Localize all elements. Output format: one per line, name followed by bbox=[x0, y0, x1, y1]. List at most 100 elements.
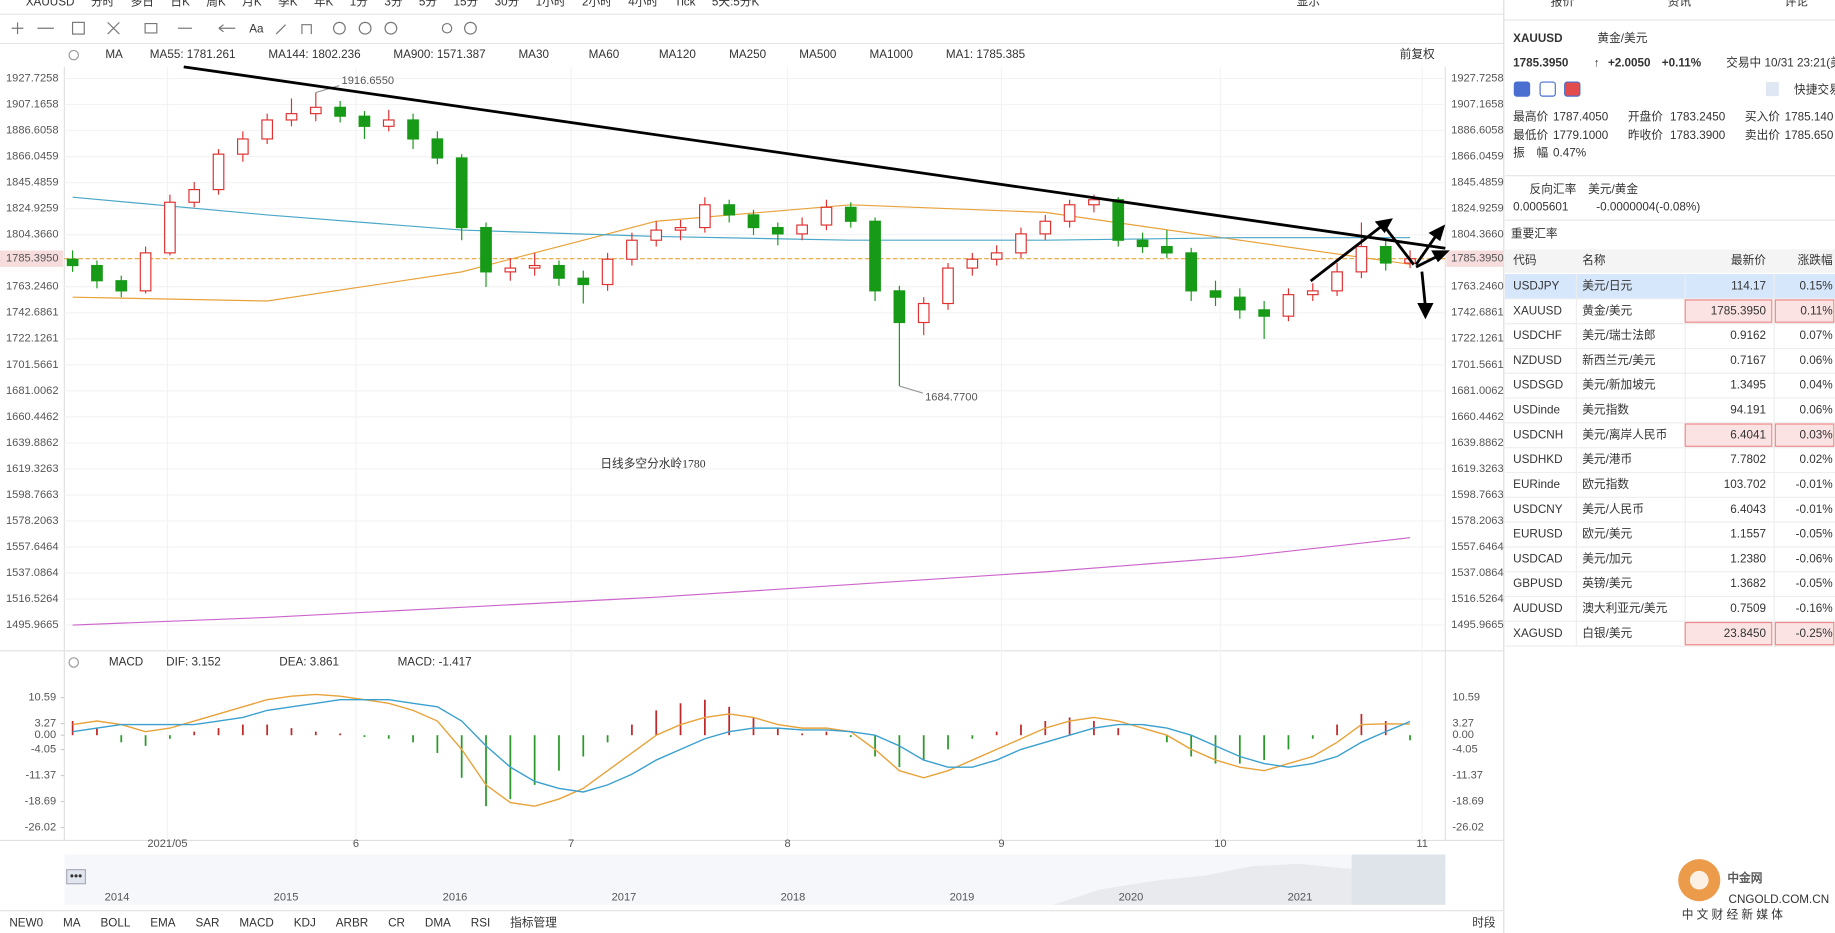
indicator-tab[interactable]: RSI bbox=[471, 917, 490, 930]
panel-tab[interactable]: 资讯 bbox=[1668, 0, 1692, 9]
table-cell[interactable]: USDCAD bbox=[1513, 552, 1562, 565]
toolbar-item[interactable]: 1小时 bbox=[536, 0, 566, 9]
table-cell[interactable]: 美元/离岸人民币 bbox=[1582, 427, 1667, 441]
toolbar-item[interactable]: 3分 bbox=[384, 0, 403, 9]
indicator-tab[interactable]: MACD bbox=[239, 917, 273, 930]
session-button[interactable]: 时段 bbox=[1472, 916, 1496, 930]
table-cell[interactable]: USDSGD bbox=[1513, 379, 1563, 392]
toolbar-item[interactable]: 多日 bbox=[131, 0, 154, 9]
panel-icon[interactable] bbox=[1539, 81, 1556, 97]
table-cell[interactable]: -0.01% bbox=[1796, 478, 1833, 491]
table-cell[interactable]: -0.01% bbox=[1796, 503, 1833, 516]
navigator-window[interactable] bbox=[1351, 854, 1446, 905]
table-cell[interactable]: USDCHF bbox=[1513, 329, 1562, 342]
table-cell[interactable]: AUDUSD bbox=[1513, 602, 1562, 615]
table-cell[interactable]: 0.07% bbox=[1800, 329, 1833, 342]
toolbar-item[interactable]: XAUUSD bbox=[26, 0, 75, 9]
toolbar-item[interactable]: 2小时 bbox=[582, 0, 612, 9]
table-cell[interactable]: 94.191 bbox=[1730, 404, 1766, 417]
toolbar-item[interactable]: 季K bbox=[278, 0, 298, 9]
table-cell[interactable]: 美元/日元 bbox=[1582, 278, 1632, 292]
table-cell[interactable]: USDHKD bbox=[1513, 453, 1562, 466]
table-cell[interactable]: 1.3682 bbox=[1730, 577, 1766, 590]
table-cell[interactable]: 美元/加元 bbox=[1582, 551, 1632, 565]
reverse-pair[interactable]: 美元/黄金 bbox=[1588, 182, 1638, 196]
toolbar-item[interactable]: 年K bbox=[314, 0, 334, 9]
table-cell[interactable]: 美元/瑞士法郎 bbox=[1582, 328, 1655, 342]
table-cell[interactable]: 0.11% bbox=[1800, 304, 1832, 317]
table-cell[interactable]: 美元/人民币 bbox=[1582, 502, 1644, 516]
indicator-tab[interactable]: KDJ bbox=[294, 917, 316, 930]
table-cell[interactable]: 6.4043 bbox=[1730, 503, 1766, 516]
table-cell[interactable]: -0.06% bbox=[1796, 552, 1833, 565]
table-cell[interactable]: 7.7802 bbox=[1730, 453, 1766, 466]
indicator-tab[interactable]: EMA bbox=[150, 917, 176, 930]
indicator-menu[interactable]: MA bbox=[105, 48, 123, 61]
table-cell[interactable]: 0.06% bbox=[1800, 404, 1833, 417]
table-cell[interactable]: 1.1557 bbox=[1730, 528, 1766, 541]
quick-trade-icon[interactable] bbox=[1765, 82, 1779, 97]
settings-icon[interactable] bbox=[68, 657, 79, 668]
table-cell[interactable]: EURinde bbox=[1513, 478, 1560, 491]
table-cell[interactable]: -0.25% bbox=[1796, 627, 1833, 640]
table-cell[interactable]: 0.9162 bbox=[1730, 329, 1766, 342]
toolbar-item[interactable]: 1分 bbox=[350, 0, 369, 9]
table-cell[interactable]: USDCNH bbox=[1513, 428, 1563, 441]
table-cell[interactable]: 美元/港币 bbox=[1582, 452, 1632, 466]
table-cell[interactable]: 0.02% bbox=[1800, 453, 1833, 466]
toolbar-item[interactable]: 周K bbox=[206, 0, 226, 9]
settings-icon[interactable] bbox=[68, 49, 79, 61]
table-cell[interactable]: EURUSD bbox=[1513, 528, 1562, 541]
table-cell[interactable]: 0.15% bbox=[1800, 279, 1833, 292]
table-cell[interactable]: 1785.3950 bbox=[1711, 304, 1767, 317]
table-cell[interactable]: 6.4041 bbox=[1730, 428, 1766, 441]
text-tool[interactable]: Aa bbox=[249, 22, 264, 35]
panel-icon[interactable] bbox=[1513, 81, 1531, 97]
toolbar-item[interactable]: 30分 bbox=[495, 0, 520, 9]
indicator-tab[interactable]: 指标管理 bbox=[510, 916, 557, 930]
toolbar-item[interactable]: Tick bbox=[674, 0, 695, 9]
table-cell[interactable]: 0.7509 bbox=[1730, 602, 1766, 615]
table-cell[interactable]: USDJPY bbox=[1513, 279, 1559, 292]
table-cell[interactable]: 0.04% bbox=[1800, 379, 1833, 392]
indicator-tab[interactable]: MA bbox=[63, 917, 81, 930]
indicator-menu[interactable]: MACD bbox=[109, 656, 143, 669]
table-cell[interactable]: 澳大利亚元/美元 bbox=[1582, 601, 1667, 615]
panel-tab[interactable]: 评论 bbox=[1785, 0, 1809, 9]
table-cell[interactable]: 欧元/美元 bbox=[1582, 527, 1632, 541]
tool-icons[interactable] bbox=[11, 21, 477, 35]
navigator-menu[interactable] bbox=[66, 869, 87, 885]
table-cell[interactable]: USDCNY bbox=[1513, 503, 1563, 516]
table-cell[interactable]: 1.2380 bbox=[1730, 552, 1766, 565]
panel-icon[interactable] bbox=[1564, 81, 1581, 97]
table-cell[interactable]: -0.05% bbox=[1796, 577, 1833, 590]
table-cell[interactable]: -0.16% bbox=[1796, 602, 1833, 615]
table-cell[interactable]: GBPUSD bbox=[1513, 577, 1562, 590]
table-cell[interactable]: 黄金/美元 bbox=[1582, 303, 1632, 317]
indicator-tab[interactable]: NEW0 bbox=[9, 917, 43, 930]
toolbar-item[interactable]: 分时 bbox=[91, 0, 115, 9]
table-cell[interactable]: 0.06% bbox=[1800, 354, 1833, 367]
toolbar-item[interactable]: 4小时 bbox=[628, 0, 658, 9]
table-cell[interactable]: 103.702 bbox=[1724, 478, 1766, 491]
toolbar-item[interactable]: 5天:5分K bbox=[712, 0, 760, 9]
toolbar-item[interactable]: 月K bbox=[242, 0, 262, 9]
table-cell[interactable]: -0.05% bbox=[1796, 528, 1833, 541]
panel-tab[interactable]: 报价 bbox=[1551, 0, 1575, 9]
toolbar-item[interactable]: 日K bbox=[170, 0, 190, 9]
indicator-tab[interactable]: CR bbox=[388, 917, 405, 930]
table-cell[interactable]: USDinde bbox=[1513, 404, 1560, 417]
indicator-tab[interactable]: BOLL bbox=[100, 917, 130, 930]
table-cell[interactable]: 0.7167 bbox=[1730, 354, 1766, 367]
table-cell[interactable]: 0.03% bbox=[1800, 428, 1833, 441]
table-cell[interactable]: 美元指数 bbox=[1582, 403, 1629, 417]
toolbar-item[interactable]: 显示 bbox=[1297, 0, 1320, 9]
table-cell[interactable]: 23.8450 bbox=[1724, 627, 1767, 640]
indicator-tab[interactable]: DMA bbox=[425, 917, 451, 930]
table-cell[interactable]: 美元/新加坡元 bbox=[1582, 378, 1656, 392]
toolbar-item[interactable]: 15分 bbox=[454, 0, 479, 9]
table-cell[interactable]: XAGUSD bbox=[1513, 627, 1562, 640]
table-cell[interactable]: NZDUSD bbox=[1513, 354, 1562, 367]
table-cell[interactable]: XAUUSD bbox=[1513, 304, 1562, 317]
quick-trade[interactable]: 快捷交易 bbox=[1794, 82, 1835, 96]
